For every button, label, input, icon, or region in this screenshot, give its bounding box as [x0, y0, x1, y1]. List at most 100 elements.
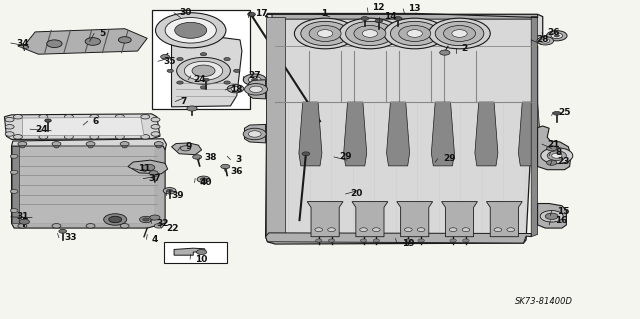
Circle shape — [444, 26, 476, 41]
Circle shape — [244, 84, 268, 95]
Circle shape — [109, 216, 122, 223]
Circle shape — [140, 216, 152, 223]
Circle shape — [540, 211, 563, 222]
Text: 35: 35 — [163, 57, 176, 66]
Polygon shape — [12, 139, 166, 152]
Circle shape — [18, 142, 27, 146]
Circle shape — [541, 39, 550, 43]
Text: 17: 17 — [255, 9, 268, 18]
Circle shape — [203, 78, 209, 81]
Text: 5: 5 — [99, 29, 106, 38]
Circle shape — [361, 17, 369, 20]
Circle shape — [462, 228, 470, 232]
Circle shape — [151, 132, 160, 136]
Circle shape — [551, 33, 563, 39]
FancyBboxPatch shape — [152, 10, 250, 109]
Circle shape — [360, 239, 367, 242]
Circle shape — [192, 65, 215, 77]
Text: 15: 15 — [557, 207, 570, 216]
Polygon shape — [172, 143, 202, 155]
Circle shape — [301, 21, 349, 46]
Circle shape — [552, 153, 562, 158]
Text: 36: 36 — [230, 167, 243, 176]
Polygon shape — [344, 102, 367, 166]
Text: 31: 31 — [16, 212, 29, 221]
Circle shape — [10, 170, 18, 174]
Text: 9: 9 — [186, 142, 192, 151]
Circle shape — [143, 218, 149, 221]
Circle shape — [90, 115, 99, 119]
Circle shape — [200, 86, 207, 89]
Circle shape — [154, 142, 163, 146]
Circle shape — [545, 213, 558, 219]
Polygon shape — [475, 102, 498, 166]
Circle shape — [5, 125, 14, 129]
Circle shape — [88, 145, 93, 148]
Circle shape — [375, 19, 383, 23]
Circle shape — [161, 55, 170, 59]
Circle shape — [360, 228, 367, 232]
Circle shape — [547, 146, 557, 151]
Polygon shape — [19, 145, 155, 223]
Circle shape — [554, 34, 559, 37]
Circle shape — [175, 22, 207, 38]
Circle shape — [165, 18, 216, 43]
Circle shape — [200, 178, 207, 181]
Circle shape — [328, 228, 335, 232]
Text: 33: 33 — [64, 233, 77, 242]
Circle shape — [156, 13, 226, 48]
Polygon shape — [266, 233, 531, 243]
Circle shape — [243, 74, 266, 85]
Circle shape — [317, 30, 333, 37]
Circle shape — [163, 188, 176, 194]
Circle shape — [187, 106, 197, 111]
Polygon shape — [299, 102, 322, 166]
Text: 23: 23 — [557, 157, 570, 166]
Circle shape — [54, 145, 59, 148]
Text: 3: 3 — [236, 155, 242, 164]
Circle shape — [547, 151, 566, 160]
Circle shape — [418, 239, 424, 242]
Circle shape — [59, 229, 67, 233]
Circle shape — [10, 189, 18, 193]
Circle shape — [196, 249, 207, 255]
Circle shape — [197, 176, 210, 182]
Text: 8: 8 — [556, 148, 562, 157]
Circle shape — [65, 135, 74, 139]
Circle shape — [394, 17, 402, 20]
Circle shape — [10, 154, 18, 158]
Polygon shape — [307, 202, 343, 237]
Circle shape — [417, 228, 425, 232]
Circle shape — [20, 145, 25, 148]
Circle shape — [19, 219, 29, 224]
Circle shape — [86, 142, 95, 146]
Circle shape — [115, 135, 124, 139]
Circle shape — [200, 53, 207, 56]
Circle shape — [177, 81, 183, 84]
Polygon shape — [518, 102, 541, 166]
Polygon shape — [397, 202, 433, 237]
Circle shape — [547, 160, 557, 165]
Text: 2: 2 — [461, 44, 467, 53]
Text: 29: 29 — [443, 154, 456, 163]
Circle shape — [384, 18, 445, 49]
Circle shape — [10, 209, 18, 212]
Circle shape — [440, 50, 450, 55]
Circle shape — [346, 21, 394, 46]
Text: 4: 4 — [152, 235, 158, 244]
Circle shape — [234, 69, 240, 72]
Circle shape — [85, 38, 100, 45]
Circle shape — [373, 239, 380, 242]
Polygon shape — [22, 117, 144, 136]
Text: 16: 16 — [556, 216, 568, 225]
Circle shape — [243, 128, 266, 140]
Text: 24: 24 — [35, 125, 48, 134]
Text: 14: 14 — [384, 12, 397, 21]
Circle shape — [248, 12, 255, 16]
Text: 29: 29 — [339, 152, 352, 161]
Circle shape — [328, 239, 335, 242]
Circle shape — [177, 57, 230, 84]
Circle shape — [180, 146, 191, 151]
Circle shape — [435, 21, 484, 46]
Polygon shape — [431, 102, 454, 166]
